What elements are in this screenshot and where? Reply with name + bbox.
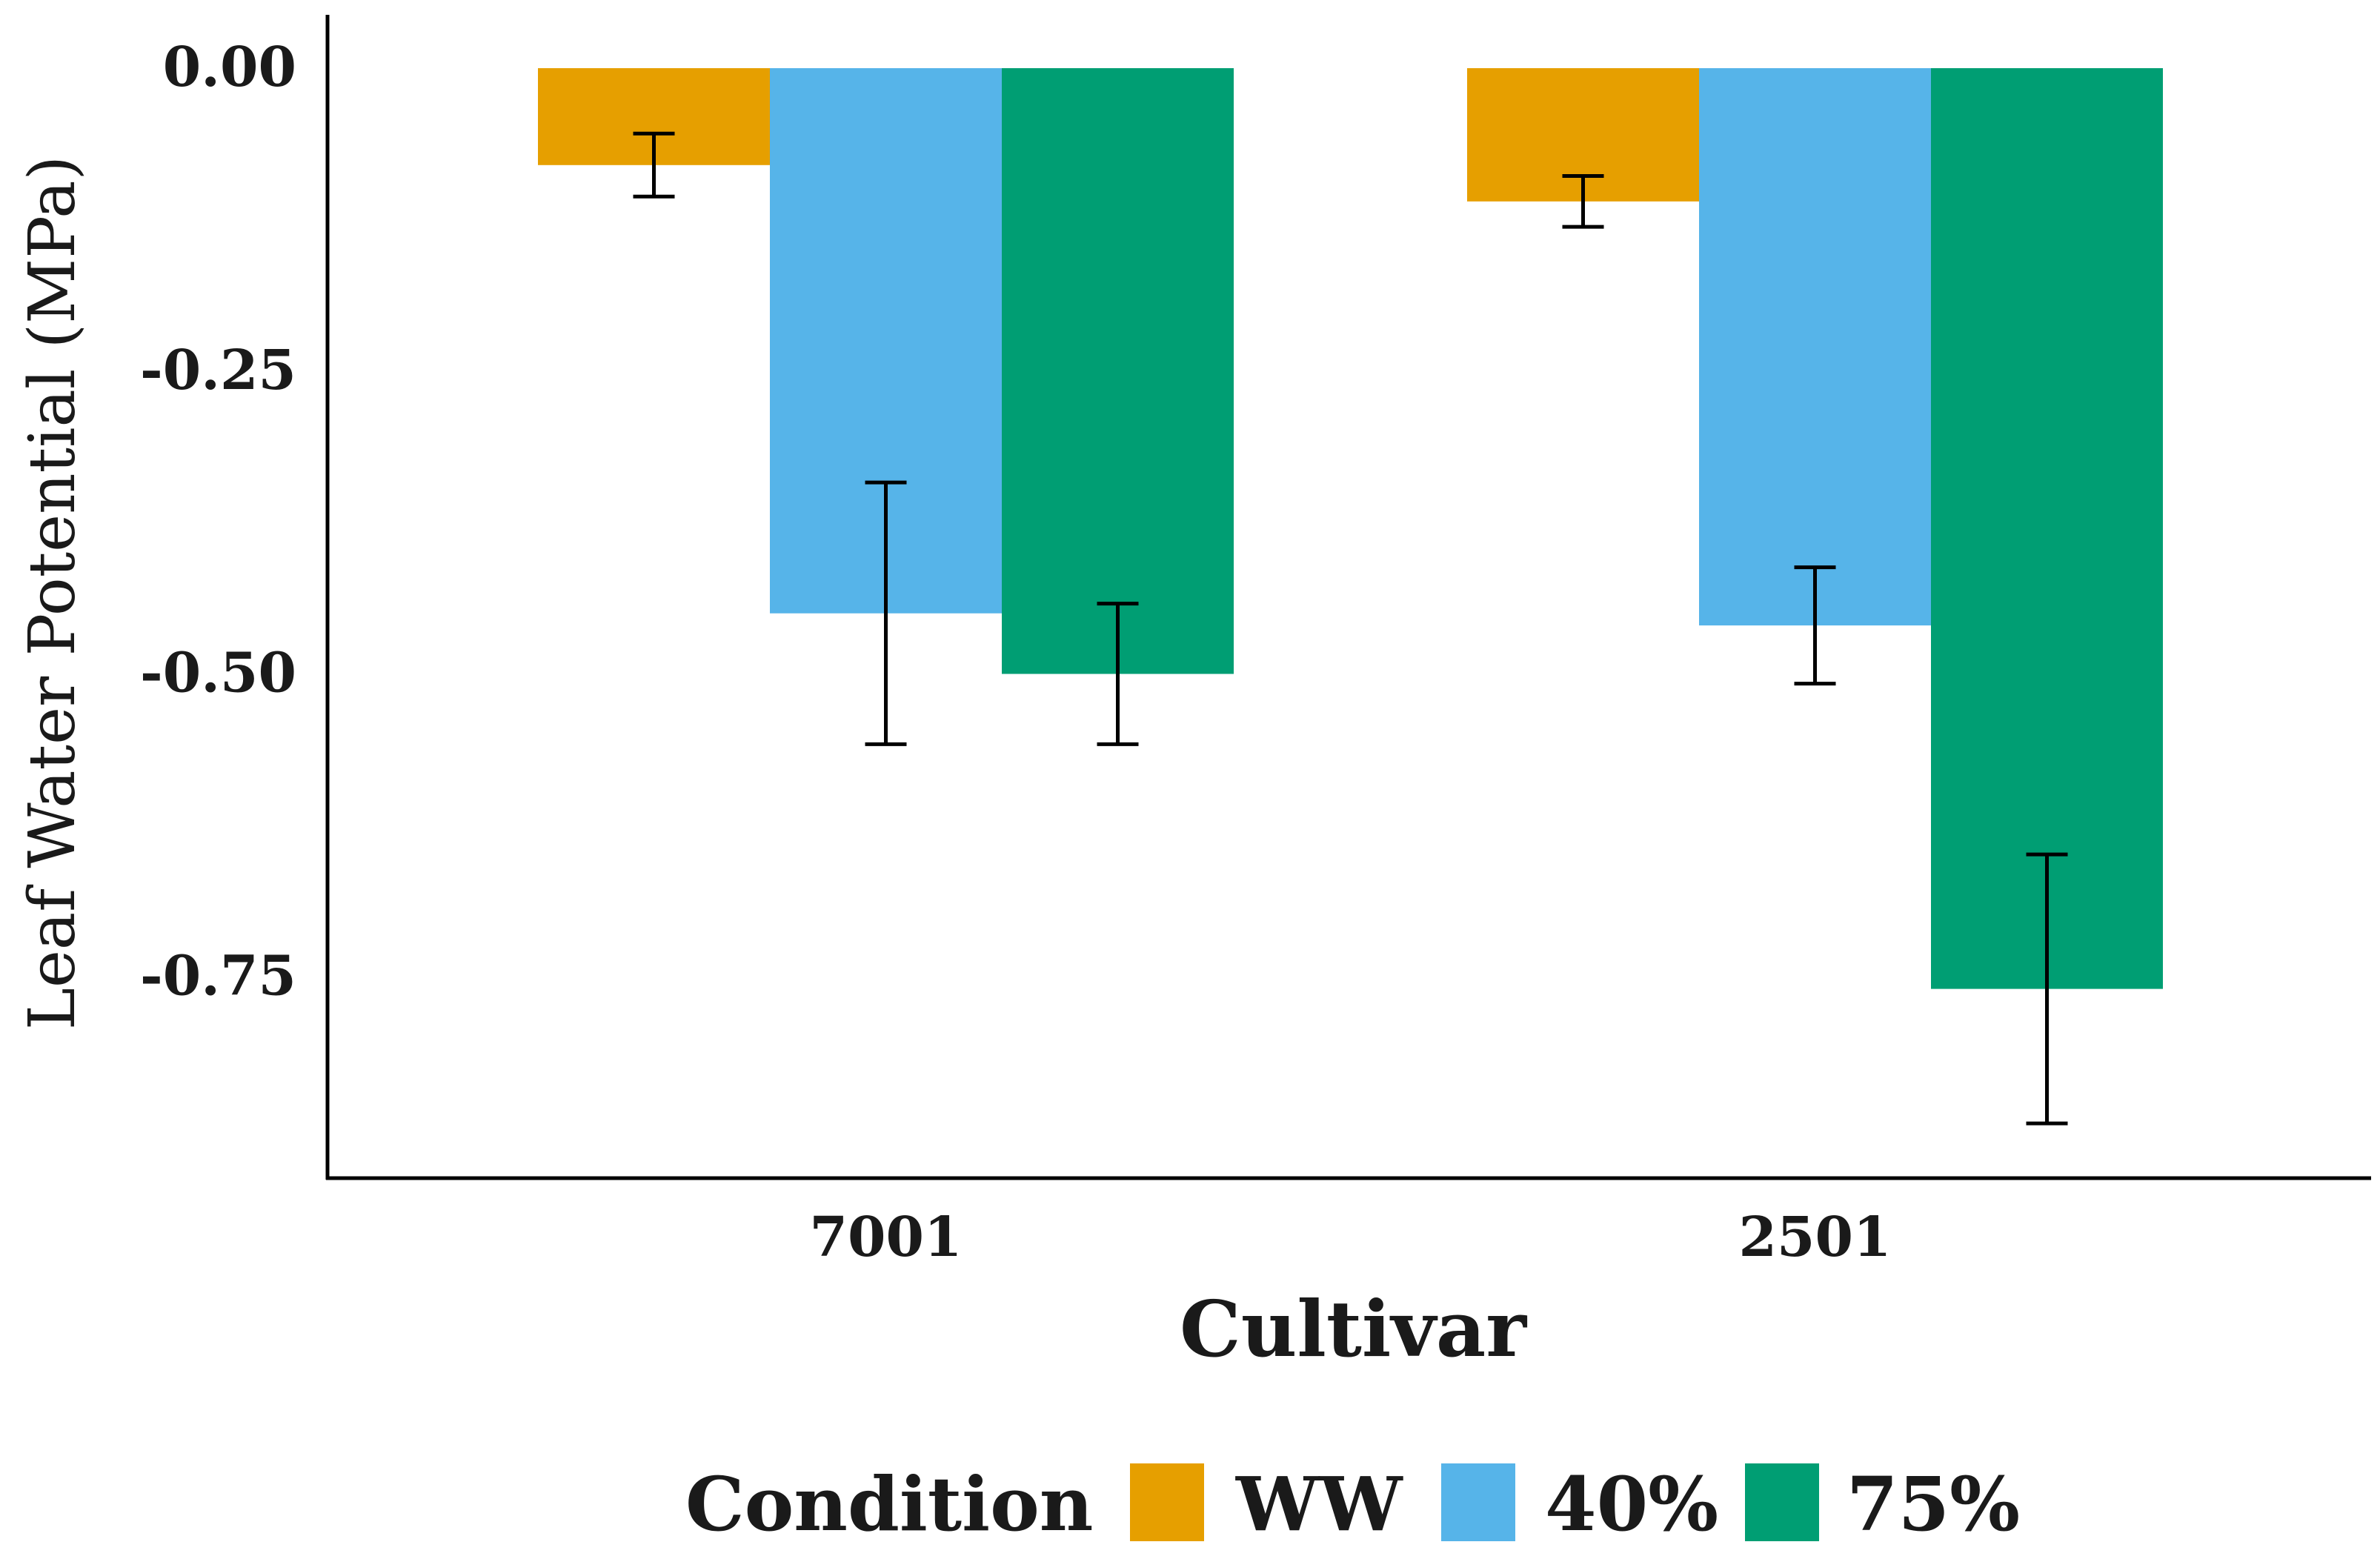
legend-swatch xyxy=(1441,1463,1515,1541)
error-bar-2501-ww xyxy=(1562,174,1604,229)
y-tick-label: -0.75 xyxy=(140,944,296,1008)
y-tick-labels: 0.00 -0.25 -0.50 -0.75 xyxy=(140,36,296,1008)
error-bar-7001-40pct xyxy=(865,480,907,746)
legend-swatch xyxy=(1130,1463,1204,1541)
legend-label: 75% xyxy=(1847,1460,2020,1548)
x-axis-title: Cultivar xyxy=(1180,1283,1527,1374)
legend-label: 40% xyxy=(1545,1460,1718,1548)
y-tick-label: -0.25 xyxy=(140,339,296,402)
legend-title: Condition xyxy=(685,1460,1094,1548)
y-tick-label: 0.00 xyxy=(163,36,296,99)
bars-layer xyxy=(538,68,2163,989)
x-tick-label: 2501 xyxy=(1739,1206,1892,1269)
legend-item-40pct: 40% xyxy=(1441,1460,1718,1548)
error-bar-2501-40pct xyxy=(1794,565,1836,686)
bar-2501-75pct xyxy=(1931,68,2163,989)
x-tick-label: 7001 xyxy=(810,1206,963,1269)
error-bar-7001-75pct xyxy=(1097,602,1139,746)
legend-swatch xyxy=(1745,1463,1819,1541)
legend-label: WW xyxy=(1235,1460,1403,1548)
legend-item-ww: WW xyxy=(1130,1460,1403,1548)
bar-2501-40pct xyxy=(1699,68,1931,626)
error-bar-2501-75pct xyxy=(2026,852,2068,1126)
x-tick-labels: 7001 2501 xyxy=(810,1206,1892,1269)
y-axis-title: Leaf Water Potential (MPa) xyxy=(16,156,90,1030)
axes xyxy=(325,15,2371,1180)
bar-7001-75pct xyxy=(1002,68,1234,674)
error-bar-7001-ww xyxy=(633,131,675,199)
legend: Condition WW 40% 75% xyxy=(685,1460,2020,1548)
y-tick-label: -0.50 xyxy=(140,642,296,705)
legend-items: WW 40% 75% xyxy=(1130,1460,2020,1548)
legend-item-75pct: 75% xyxy=(1745,1460,2020,1548)
error-bars-layer xyxy=(633,131,2068,1126)
